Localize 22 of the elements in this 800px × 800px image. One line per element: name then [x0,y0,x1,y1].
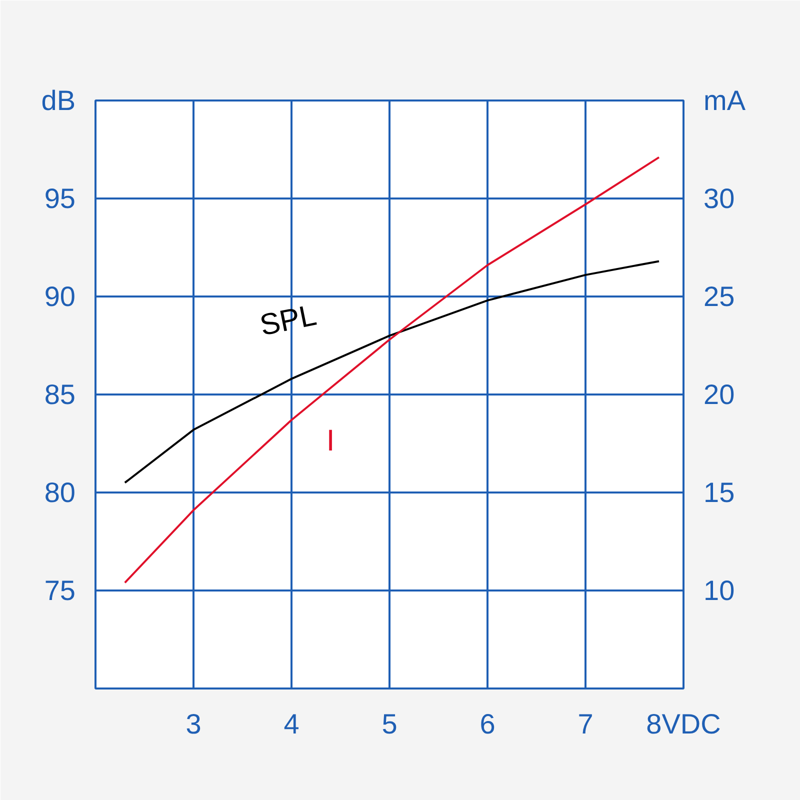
y2-tick-label: 20 [704,379,735,410]
line-series [124,260,660,484]
y2-tick-label: 15 [704,477,735,508]
x-tick-label: 7 [578,708,594,740]
x-tick-label: 4 [284,708,300,740]
y-tick-label: 75 [44,575,76,606]
text: SPL [257,298,320,342]
series-label: I [326,424,335,458]
y-axis-title: dB [41,85,76,116]
y2-axis-title: mA [704,85,746,116]
y-tick-label: 80 [44,477,76,508]
y-tick-label: 90 [44,281,76,312]
y-tick-label: 85 [44,379,76,410]
y-tick-label: 95 [44,183,76,214]
x-tick-label: 8VDC [646,708,721,740]
x-tick-label: 6 [480,708,496,740]
y2-tick-label: 10 [704,575,735,606]
y2-tick-label: 30 [704,183,735,214]
x-tick-label: 3 [186,708,202,740]
y2-tick-label: 25 [704,281,735,312]
x-tick-label: 5 [382,708,398,740]
line-series [124,156,660,584]
